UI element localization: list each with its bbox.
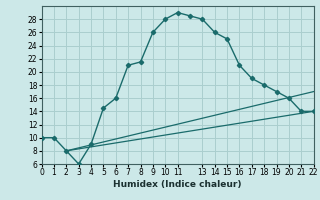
X-axis label: Humidex (Indice chaleur): Humidex (Indice chaleur)	[113, 180, 242, 189]
